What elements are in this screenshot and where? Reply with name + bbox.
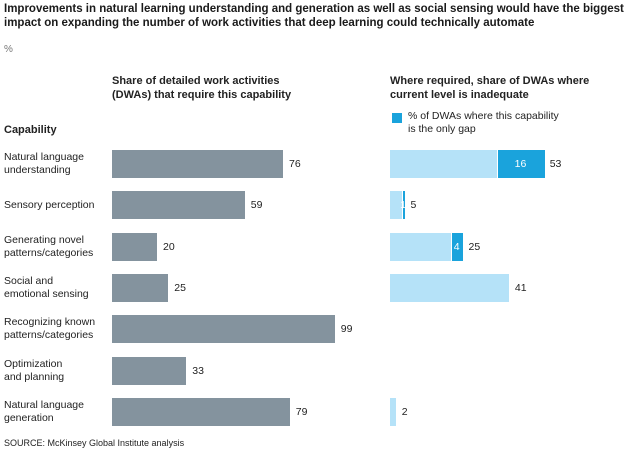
value-label-inadequate: 41 [514, 281, 527, 294]
right-column-header: Where required, share of DWAs where curr… [390, 75, 590, 101]
bar-required [112, 273, 169, 302]
legend-swatch [392, 113, 402, 123]
value-label-required: 59 [250, 199, 263, 212]
value-label-inadequate: 5 [410, 199, 417, 212]
category-label: Natural language generation [4, 398, 84, 424]
chart-title: Improvements in natural learning underst… [4, 3, 624, 29]
bar-only-gap [497, 150, 545, 178]
left-column-header: Share of detailed work activities (DWAs)… [112, 75, 292, 101]
value-label-required: 25 [174, 281, 186, 294]
bar-required [112, 150, 283, 178]
bar-required [112, 232, 157, 261]
bar-inadequate [390, 191, 405, 220]
bar-inadequate [390, 232, 463, 261]
bar-only-gap [450, 232, 464, 261]
value-label-inadequate: 2 [401, 405, 408, 418]
bar-required [112, 191, 245, 220]
value-label-only-gap: 16 [514, 158, 527, 170]
category-label: Generating novel patterns/categories [4, 233, 94, 259]
bar-required [112, 397, 290, 426]
value-label-required: 99 [340, 323, 353, 336]
bar-required [112, 315, 335, 344]
value-label-only-gap: 1 [400, 199, 406, 212]
bar-required [112, 356, 187, 385]
bar-inadequate [390, 273, 509, 302]
category-label: Recognizing known patterns/categories [4, 316, 96, 342]
category-label: Optimization and planning [4, 357, 65, 383]
category-label: Natural language understanding [4, 151, 84, 176]
value-label-required: 79 [295, 405, 308, 418]
value-label-required: 76 [289, 158, 301, 170]
category-label: Social and emotional sensing [4, 274, 89, 300]
value-label-only-gap: 4 [453, 240, 460, 253]
value-label-required: 20 [163, 240, 175, 253]
source-note: SOURCE: McKinsey Global Institute analys… [4, 438, 185, 448]
capability-header: Capability [4, 124, 57, 136]
legend-label: % of DWAs where this capability is the o… [408, 110, 559, 135]
value-label-inadequate: 25 [468, 240, 481, 253]
category-label: Sensory perception [4, 198, 95, 211]
bar-only-gap [401, 191, 406, 220]
unit-label: % [4, 44, 13, 55]
value-label-inadequate: 53 [549, 158, 562, 170]
bar-inadequate [390, 397, 396, 426]
value-label-required: 33 [192, 364, 204, 377]
